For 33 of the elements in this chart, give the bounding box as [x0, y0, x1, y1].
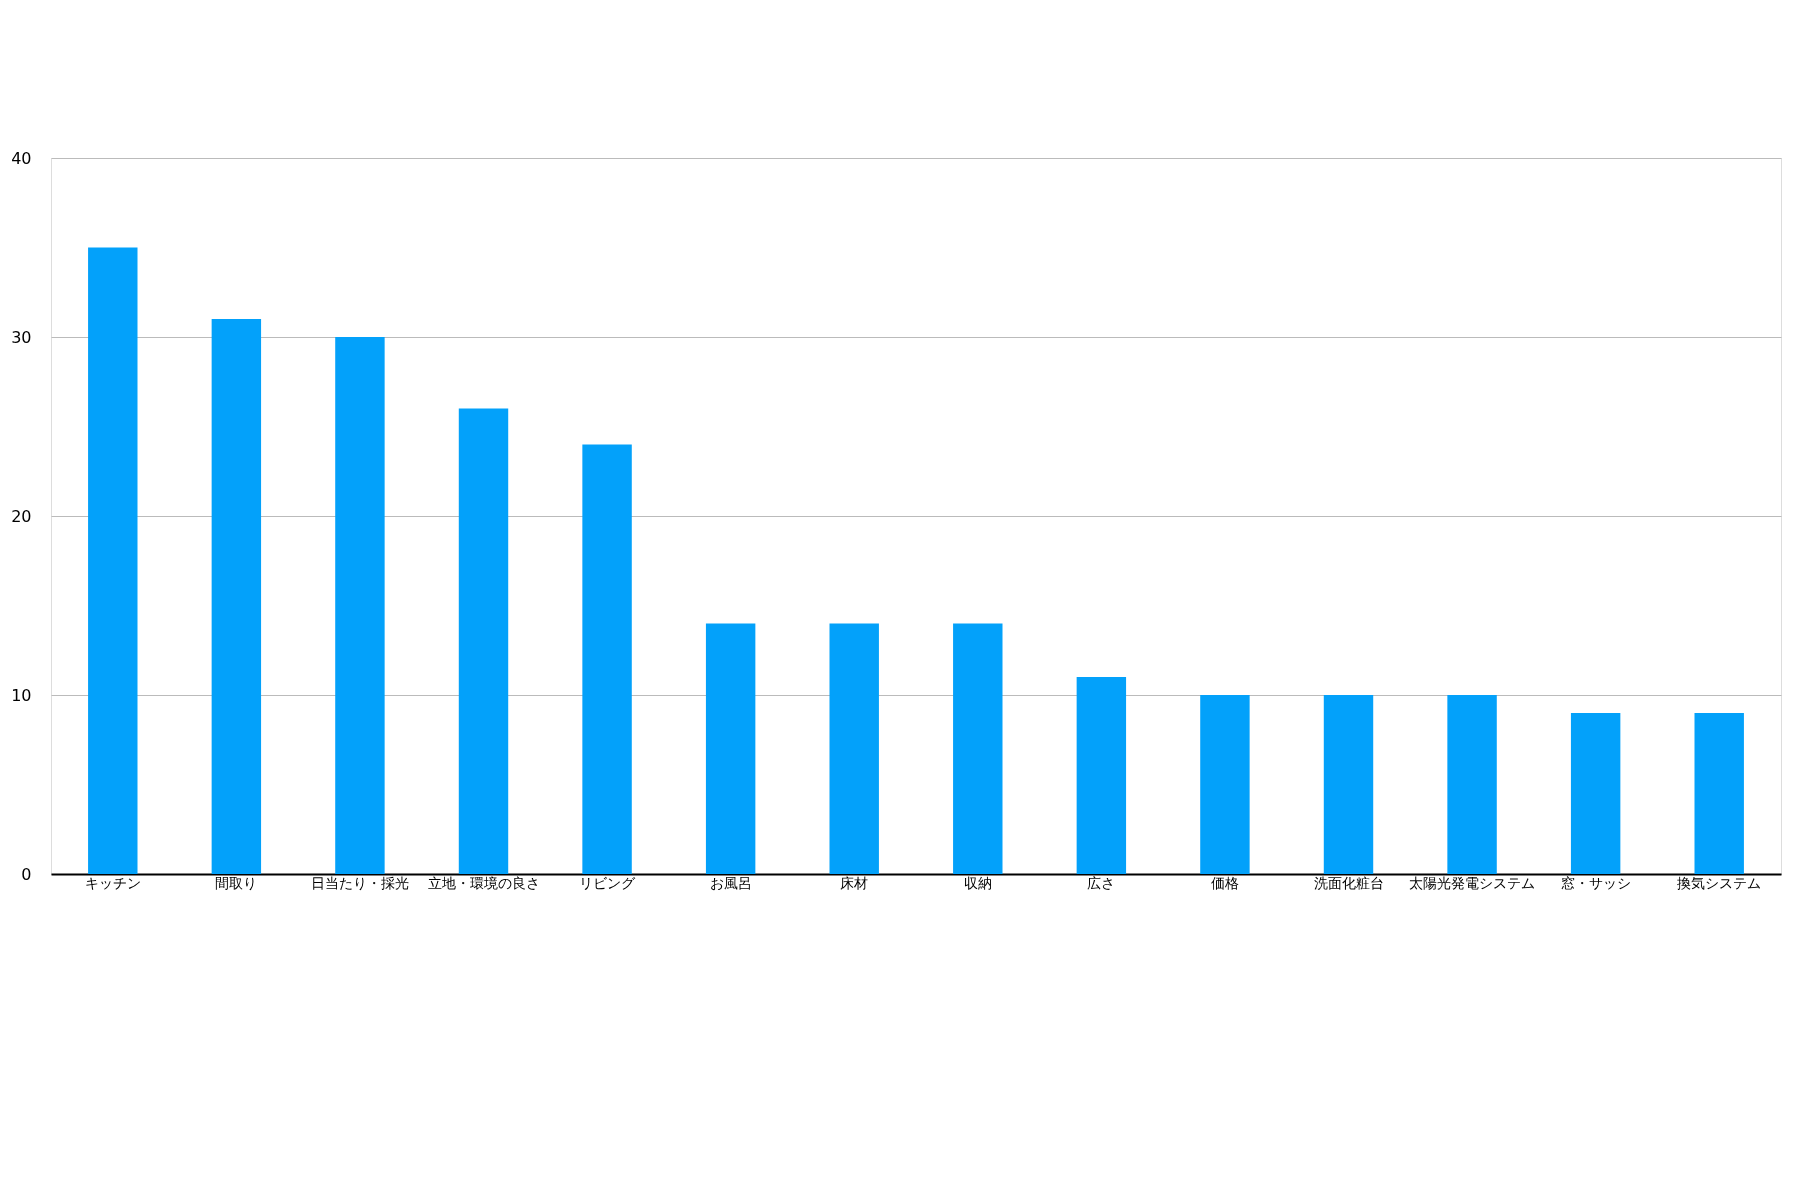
x-tick-label: 太陽光発電システム [1409, 874, 1536, 891]
x-tick-label: リビング [579, 874, 637, 891]
bar [953, 623, 1003, 874]
y-tick-label: 40 [11, 148, 32, 168]
x-tick-label: 換気システム [1677, 874, 1762, 891]
bar [1323, 695, 1374, 874]
y-tick-label: 20 [11, 506, 32, 526]
x-tick-label: 床材 [840, 874, 869, 891]
y-tick-label: 0 [21, 864, 32, 884]
bar [1694, 712, 1744, 874]
x-tick-label: 立地・環境の良さ [427, 874, 540, 891]
x-tick-label: 収納 [963, 874, 992, 891]
bar [705, 623, 756, 874]
x-tick-label: キッチン [84, 874, 141, 891]
bar [458, 408, 509, 874]
bar [211, 319, 262, 874]
bar [1570, 712, 1621, 874]
x-tick-label: 日当たり・採光 [310, 874, 409, 891]
bar [1076, 677, 1127, 874]
x-tick-label: 間取り [215, 874, 258, 891]
bar [88, 247, 138, 874]
x-tick-label: 価格 [1210, 874, 1239, 891]
bar [1200, 695, 1250, 874]
x-tick-label: 広さ [1087, 874, 1116, 891]
x-tick-label: お風呂 [709, 874, 752, 891]
y-tick-label: 30 [11, 327, 32, 347]
bar [829, 623, 879, 874]
bar [1447, 695, 1497, 874]
x-tick-label: 洗面化粧台 [1313, 874, 1384, 891]
y-tick-label: 10 [11, 685, 32, 705]
bar [582, 444, 632, 874]
bar [335, 337, 385, 874]
x-tick-label: 窓・サッシ [1560, 874, 1631, 891]
